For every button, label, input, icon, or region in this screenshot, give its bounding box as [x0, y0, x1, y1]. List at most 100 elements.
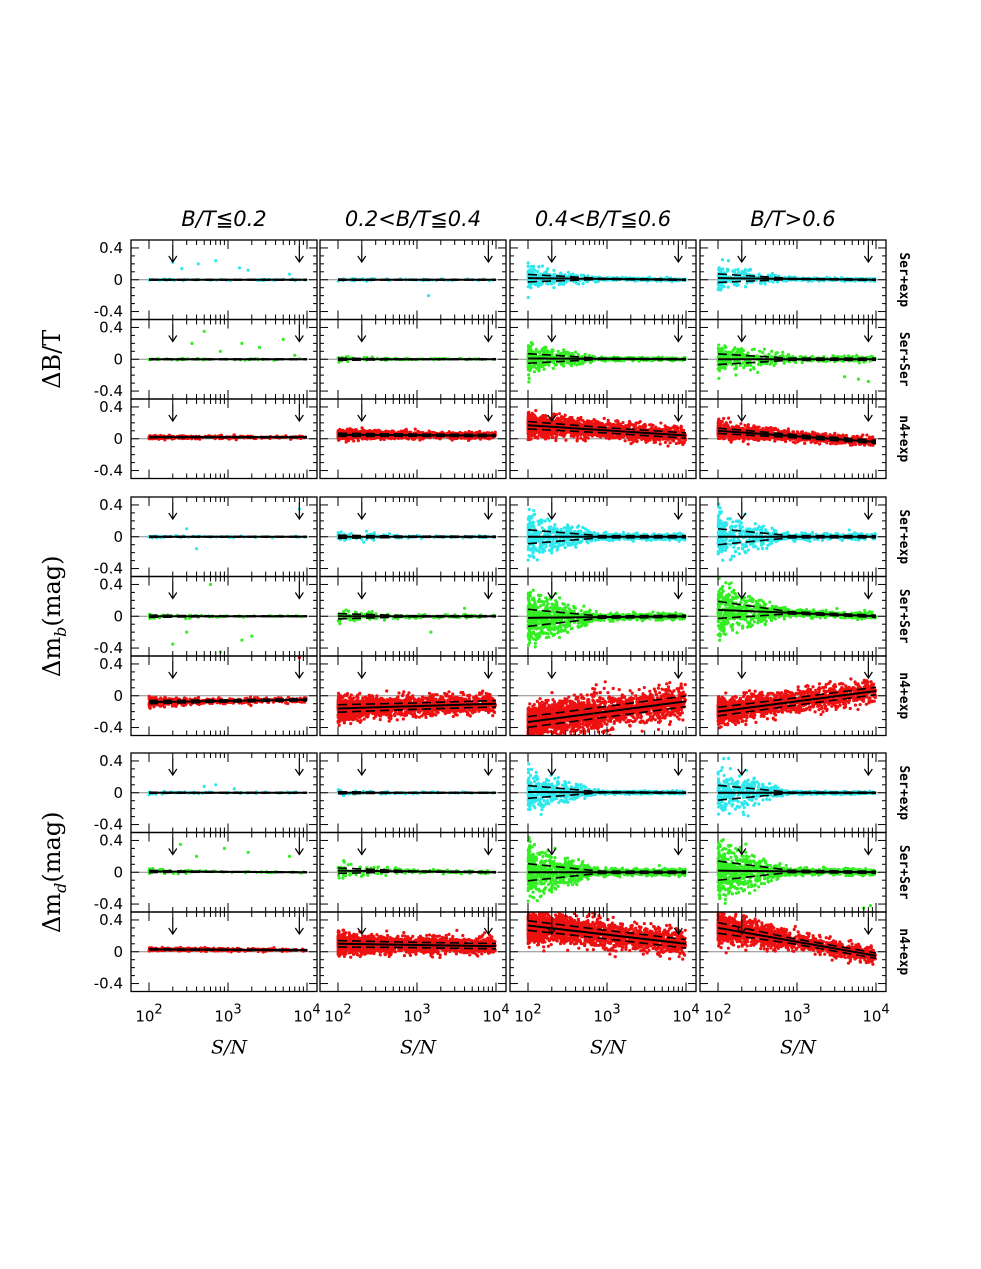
sn-arrow-head — [483, 335, 493, 343]
data-point — [467, 429, 471, 434]
data-point — [749, 363, 753, 367]
data-point — [758, 349, 762, 353]
data-point — [526, 365, 530, 369]
sn-arrow-head — [673, 335, 683, 343]
data-point — [536, 273, 540, 277]
data-point — [540, 264, 545, 268]
data-point — [551, 366, 555, 371]
data-point — [761, 350, 765, 355]
outlier-point — [257, 345, 262, 349]
outlier-point — [866, 379, 870, 384]
data-point — [576, 352, 580, 357]
data-point — [547, 363, 551, 367]
data-point — [531, 365, 535, 369]
data-point — [346, 355, 350, 359]
data-point — [726, 268, 730, 272]
data-point — [529, 354, 534, 358]
data-point — [392, 429, 396, 434]
data-point — [573, 362, 577, 366]
data-point — [581, 281, 585, 286]
outlier-point — [196, 262, 200, 266]
data-point — [736, 348, 740, 352]
data-point — [551, 274, 555, 278]
data-point — [583, 352, 587, 356]
data-point — [717, 376, 721, 380]
data-point — [379, 437, 383, 442]
panel-plot-area — [131, 259, 317, 283]
data-point — [716, 288, 720, 292]
data-point — [427, 429, 431, 433]
data-point — [533, 268, 537, 272]
data-point — [526, 295, 530, 300]
median-line — [717, 277, 877, 281]
data-point — [842, 354, 846, 358]
data-point — [556, 349, 560, 353]
data-point — [578, 362, 582, 366]
data-point — [781, 354, 785, 358]
data-point — [587, 353, 591, 358]
data-point — [762, 347, 766, 351]
data-point — [757, 272, 761, 276]
sn-arrow-head — [357, 255, 367, 264]
panel-plot-area — [510, 409, 696, 448]
panel-g0-r0-c2 — [509, 239, 697, 321]
data-point — [527, 373, 531, 377]
data-point — [540, 348, 544, 352]
sn-arrow-head — [547, 335, 557, 343]
panel-plot-area — [320, 276, 506, 298]
data-point — [526, 261, 530, 265]
data-point — [546, 267, 550, 271]
data-point — [752, 347, 756, 351]
data-point — [723, 350, 728, 354]
data-point — [527, 278, 531, 282]
data-point — [768, 362, 772, 366]
outlier-point — [202, 329, 206, 334]
data-point — [735, 283, 739, 287]
data-point — [733, 268, 737, 272]
data-point — [533, 354, 537, 358]
data-point — [731, 348, 735, 352]
data-point — [740, 271, 744, 276]
data-point — [743, 285, 748, 289]
data-point — [542, 367, 546, 371]
sn-arrow-head — [294, 335, 304, 343]
data-point — [722, 270, 726, 275]
sn-arrow-head — [737, 255, 747, 264]
data-point — [562, 350, 566, 354]
data-point — [544, 281, 549, 285]
data-point — [344, 440, 348, 444]
data-point — [538, 363, 542, 368]
panel-g0-r1-c0 — [130, 318, 318, 400]
panel-plot-area — [131, 329, 317, 362]
panel-g0-r1-c1 — [319, 318, 507, 400]
data-point — [742, 365, 746, 370]
data-point — [756, 362, 761, 366]
panels-layer — [130, 239, 887, 993]
data-point — [528, 270, 532, 275]
data-point — [736, 267, 740, 271]
data-point — [581, 361, 585, 365]
outlier-point — [214, 259, 218, 263]
data-point — [720, 258, 725, 262]
data-point — [452, 436, 457, 441]
data-point — [766, 273, 771, 277]
panel-plot-area — [131, 433, 317, 442]
data-point — [717, 366, 721, 371]
median-line — [527, 357, 687, 361]
data-point — [565, 359, 569, 364]
data-point — [544, 345, 548, 350]
panel-plot-area — [320, 319, 506, 364]
data-point — [733, 367, 737, 371]
median-line — [337, 433, 497, 437]
sn-arrow-head — [547, 255, 557, 264]
data-point — [734, 373, 738, 377]
data-point — [719, 287, 723, 291]
data-point — [549, 282, 553, 286]
data-point — [602, 416, 606, 420]
panel-g0-r0-c1 — [319, 239, 507, 321]
data-point — [562, 364, 566, 368]
data-point — [770, 349, 774, 353]
data-point — [745, 281, 749, 285]
data-point — [773, 273, 777, 278]
